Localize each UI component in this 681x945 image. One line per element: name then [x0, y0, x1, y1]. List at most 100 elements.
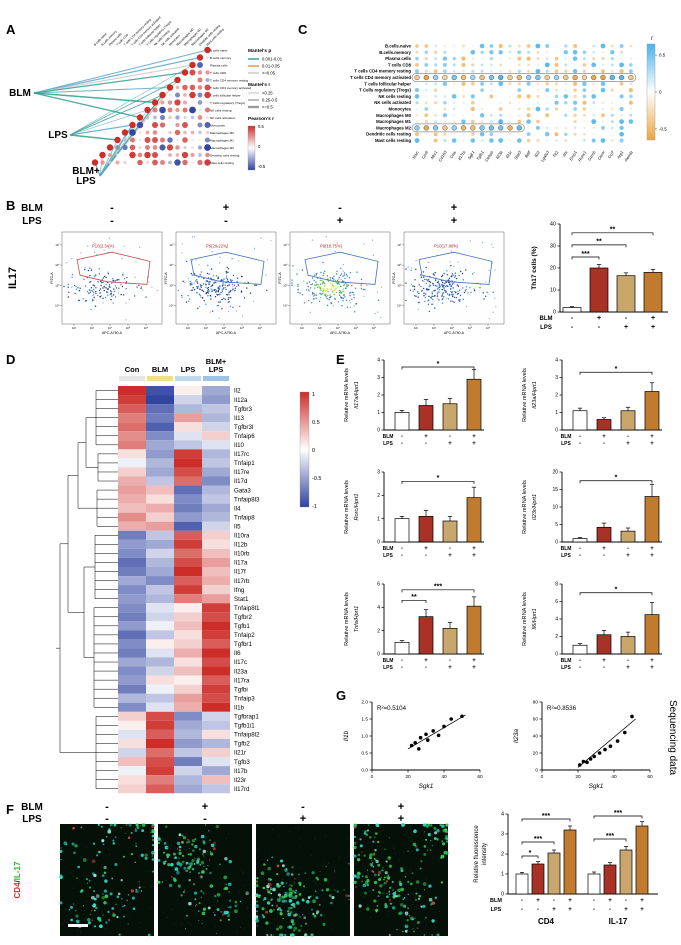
gene-row-label: Tgfbrap1: [234, 714, 259, 721]
cell-type-label: T cells CD4 memory activated: [350, 75, 411, 80]
corr-dot: [189, 84, 196, 91]
corr-dot: [499, 89, 502, 91]
heatmap-cell: [202, 386, 230, 396]
heatmap-cell: [202, 757, 230, 767]
y-tick-label: 3: [501, 832, 504, 838]
corr-dot: [601, 107, 605, 111]
heatmap-cell: [146, 757, 174, 767]
heatmap-cell: [118, 684, 146, 694]
scatter-point: [581, 759, 586, 764]
corr-dot: [591, 138, 596, 143]
heatmap-cell: [146, 512, 174, 522]
bar: [531, 863, 545, 895]
cell-type-label: NK cells activated: [374, 100, 411, 105]
gene-row-label: Il17ra: [234, 677, 250, 684]
cell-type-label: NK cells resting: [379, 94, 412, 99]
cell-type-row-label: Macrophages M0: [210, 131, 234, 135]
blm-sign: -: [338, 202, 342, 214]
blm-row-label: BLM: [540, 316, 553, 322]
corr-dot: [451, 74, 457, 81]
blm-sign: -: [579, 546, 581, 552]
corr-dot: [526, 44, 531, 48]
heatmap-cell: [118, 666, 146, 676]
legend-mantels-r-title: Mantel's r: [248, 82, 270, 88]
heatmap-cell: [202, 738, 230, 748]
corr-dot: [610, 139, 614, 142]
heatmap-cell: [146, 621, 174, 631]
heatmap-cell: [202, 630, 230, 640]
gene-row-label: Tgfbr2: [234, 614, 252, 621]
if-image-4: [353, 823, 449, 937]
vertical-label: Relative mRNA levels: [344, 368, 350, 422]
sig-label: *: [529, 850, 532, 857]
y-tick-label: 20: [533, 751, 539, 757]
corr-dot: [159, 114, 166, 121]
heatmap-cell: [202, 467, 230, 477]
corr-dot: [196, 54, 204, 61]
corr-dot: [152, 130, 158, 135]
corr-dot: [434, 44, 437, 48]
blm-sign: -: [521, 897, 523, 904]
heatmap-cell: [174, 621, 202, 631]
corr-dot: [490, 89, 493, 92]
corr-dot: [443, 50, 447, 54]
bar: [466, 605, 482, 655]
group-label-cd4: CD4: [538, 917, 555, 926]
heatmap-cell: [174, 684, 202, 694]
heatmap-cell: [118, 567, 146, 577]
y-tick-label: 4: [555, 358, 558, 364]
scatter-point: [630, 714, 634, 719]
gene-col-label: Sgk1: [467, 150, 476, 160]
corr-dot: [508, 82, 512, 86]
corr-dot: [434, 82, 437, 86]
cell-type-row-label: Macrophages M1: [210, 138, 234, 142]
corr-dot: [470, 138, 476, 143]
corr-dot: [490, 113, 493, 117]
corr-dot: [205, 130, 210, 135]
corr-dot: [452, 101, 456, 104]
heatmap-cell: [118, 503, 146, 513]
corr-dot: [204, 137, 211, 143]
corr-dot: [564, 120, 567, 123]
corr-dot: [123, 138, 127, 142]
cell-type-label: T Cells regulatory (Tregs): [359, 88, 411, 93]
gene-row-label: Il12a: [234, 397, 248, 404]
lps-sign: -: [603, 441, 605, 447]
heatmap-cell: [174, 748, 202, 758]
corr-dot: [423, 74, 429, 81]
corr-dot: [602, 133, 604, 136]
corr-dot: [205, 152, 210, 158]
corr-dot: [582, 81, 587, 86]
corr-dot: [424, 120, 428, 124]
heatmap-cell: [146, 530, 174, 540]
lps-sign: +: [651, 324, 655, 331]
corr-dot: [545, 107, 549, 111]
corr-dot: [479, 43, 485, 49]
corr-dot: [206, 101, 209, 104]
corr-dot: [424, 69, 428, 73]
corr-dot: [175, 92, 180, 98]
corr-dot: [601, 125, 605, 130]
corr-dot: [425, 82, 428, 86]
corr-dot: [462, 114, 465, 117]
corr-dot: [197, 62, 203, 68]
lps-sign: +: [650, 665, 654, 671]
heatmap-cell: [174, 422, 202, 432]
corr-dot: [610, 120, 614, 124]
flow-x-tick: 10⁴: [222, 326, 227, 330]
corr-dot: [433, 138, 438, 143]
corr-dot: [554, 107, 559, 111]
heatmap-cell: [118, 585, 146, 595]
bar: [572, 644, 588, 655]
cell-type-label: Macrophages M0: [376, 113, 411, 118]
corr-dot: [592, 88, 595, 92]
corr-dot: [526, 132, 531, 137]
vertical-label: Il23a: [513, 729, 520, 743]
lps-sign: +: [624, 324, 628, 331]
scatter-point: [449, 717, 453, 721]
corr-dot: [174, 129, 181, 136]
corr-dot: [611, 107, 614, 111]
heatmap-cell: [146, 693, 174, 703]
corr-dot: [191, 138, 194, 142]
